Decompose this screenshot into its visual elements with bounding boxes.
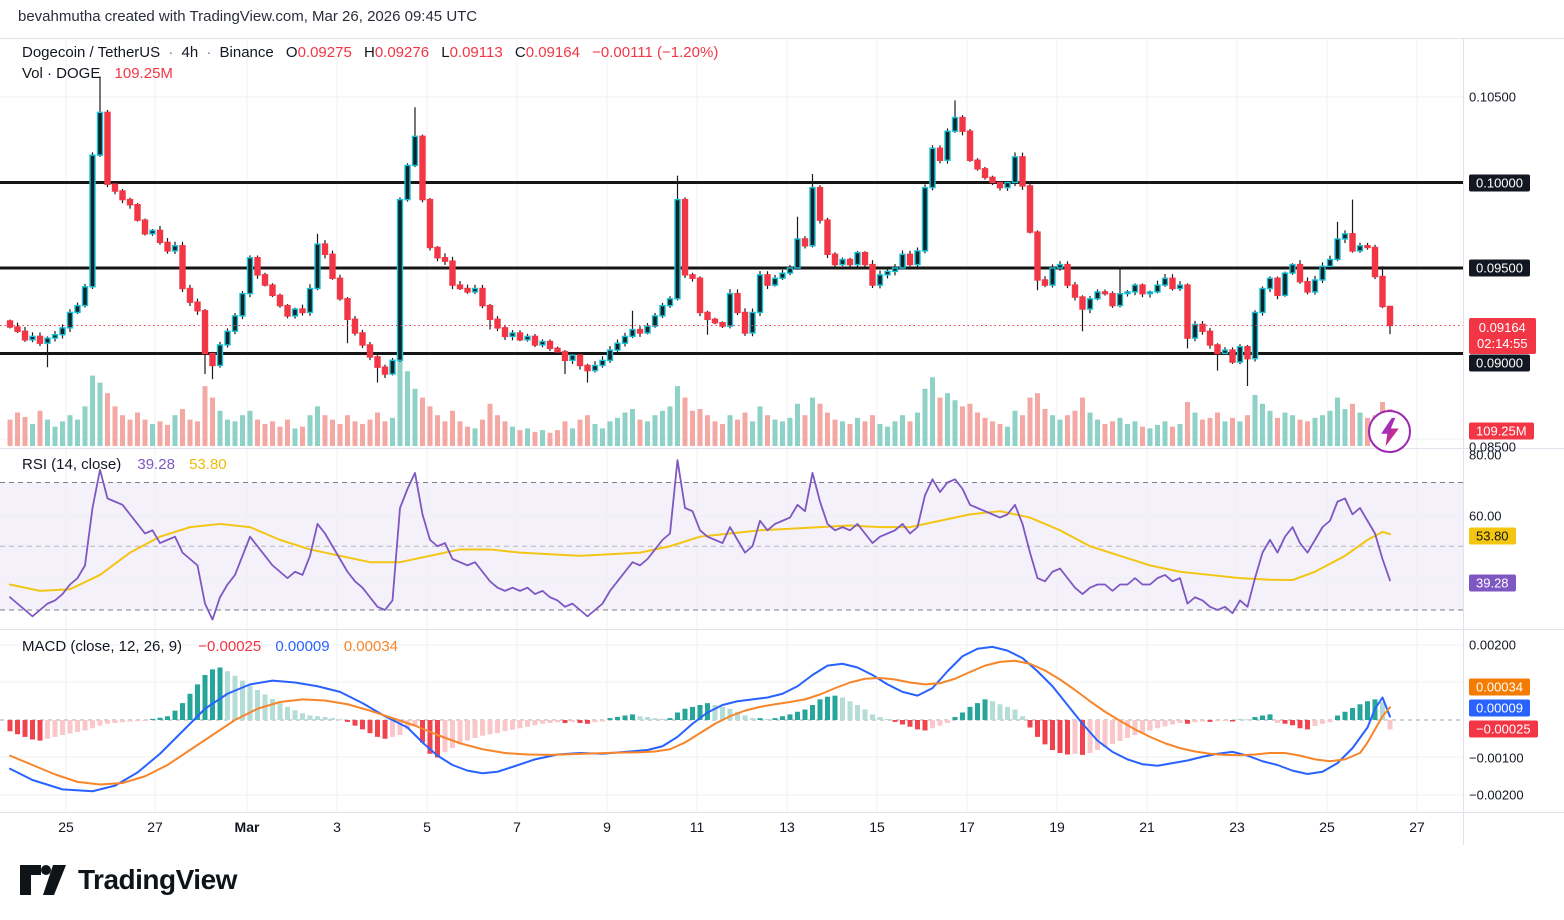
volume-label: Vol · DOGE <box>22 65 101 82</box>
time-axis-label: 7 <box>513 819 521 835</box>
rsi-legend[interactable]: RSI (14, close) 39.28 53.80 <box>22 456 227 473</box>
rsi-scale-label: 53.80 <box>1469 527 1516 545</box>
price-scale-label: 0.09164 02:14:55 <box>1469 318 1536 354</box>
time-axis-label: 3 <box>333 819 341 835</box>
price-scale-label: 0.09500 <box>1469 259 1530 277</box>
lightning-bolt-icon <box>1380 417 1399 446</box>
macd-legend[interactable]: MACD (close, 12, 26, 9) −0.00025 0.00009… <box>22 638 398 655</box>
instant-trading-button[interactable] <box>1368 410 1411 453</box>
volume-value: 109.25M <box>114 65 173 82</box>
rsi-value: 39.28 <box>137 456 175 473</box>
time-axis-divider <box>0 812 1564 813</box>
pane-divider <box>0 38 1564 39</box>
time-axis-label: 23 <box>1229 819 1245 835</box>
time-axis-label: 25 <box>58 819 74 835</box>
macd-scale-label: 0.00034 <box>1469 678 1530 696</box>
time-axis-label: Mar <box>234 819 260 835</box>
interval-label: 4h <box>181 44 199 61</box>
legend-separator: · <box>206 44 212 61</box>
tradingview-logo-icon <box>20 865 66 895</box>
time-axis-label: 21 <box>1139 819 1155 835</box>
price-scale-label: 0.10500 <box>1469 89 1516 105</box>
exchange-label: Binance <box>219 44 274 61</box>
high-value: 0.09276 <box>374 44 430 61</box>
attribution-text: bevahmutha created with TradingView.com,… <box>18 8 478 25</box>
macd-signal-value: 0.00034 <box>343 638 399 655</box>
close-key: C <box>514 44 526 61</box>
symbol-title: Dogecoin / TetherUS <box>22 44 161 61</box>
macd-line-value: 0.00009 <box>275 638 330 655</box>
low-key: L <box>441 44 450 61</box>
time-axis-label: 9 <box>603 819 611 835</box>
macd-scale-label: 0.00009 <box>1469 699 1530 717</box>
low-value: 0.09113 <box>449 44 503 61</box>
price-axis-divider <box>1463 38 1464 845</box>
time-axis-label: 15 <box>869 819 885 835</box>
rsi-scale-label: 80.00 <box>1469 447 1502 463</box>
open-value: 0.09275 <box>297 44 352 61</box>
macd-label: MACD (close, 12, 26, 9) <box>22 638 183 655</box>
pane-divider <box>0 629 1564 630</box>
time-axis-label: 25 <box>1319 819 1335 835</box>
tradingview-logo-text: TradingView <box>78 864 237 895</box>
symbol-legend[interactable]: Dogecoin / TetherUS · 4h · Binance O0.09… <box>22 44 718 61</box>
change-value: −0.00111 (−1.20%) <box>592 44 719 61</box>
price-scale-label: 109.25M <box>1469 422 1534 440</box>
macd-hist-value: −0.00025 <box>198 638 262 655</box>
price-scale-label: 0.09000 <box>1469 354 1530 372</box>
legend-separator: · <box>168 44 174 61</box>
high-key: H <box>363 44 375 61</box>
macd-scale-label: −0.00200 <box>1469 787 1524 803</box>
time-axis-label: 13 <box>779 819 795 835</box>
time-axis-label: 27 <box>1409 819 1425 835</box>
macd-scale-label: −0.00025 <box>1469 720 1538 738</box>
volume-legend[interactable]: Vol · DOGE 109.25M <box>22 65 173 82</box>
rsi-ma-value: 53.80 <box>189 456 227 473</box>
time-axis-label: 5 <box>423 819 431 835</box>
time-axis-label: 11 <box>689 819 705 835</box>
price-scale-label: 0.08500 <box>1469 439 1516 455</box>
time-axis-label: 17 <box>959 819 975 835</box>
time-axis-label: 19 <box>1049 819 1065 835</box>
pane-divider <box>0 448 1564 449</box>
rsi-scale-label: 39.28 <box>1469 574 1516 592</box>
tradingview-logo[interactable]: TradingView <box>20 864 237 896</box>
macd-scale-label: −0.00100 <box>1469 750 1524 766</box>
rsi-scale-label: 60.00 <box>1469 508 1502 524</box>
close-value: 0.09164 <box>525 44 580 61</box>
macd-scale-label: 0.00200 <box>1469 637 1516 653</box>
open-key: O <box>285 44 298 61</box>
time-axis-label: 27 <box>147 819 163 835</box>
rsi-label: RSI (14, close) <box>22 456 122 473</box>
price-scale-label: 0.10000 <box>1469 174 1530 192</box>
